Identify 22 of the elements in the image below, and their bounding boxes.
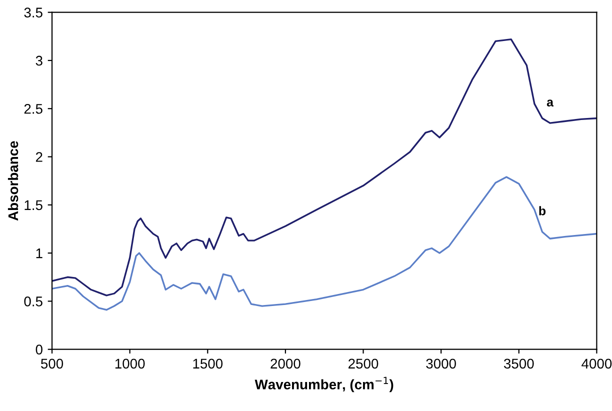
- x-tick-label: 3500: [504, 358, 534, 369]
- y-tick-label: 0: [36, 344, 42, 355]
- y-tick-label: 0.5: [24, 296, 42, 306]
- y-tick-label: 2: [36, 152, 42, 162]
- series-label: a: [546, 100, 554, 107]
- x-tick-label: 500: [40, 358, 64, 369]
- y-tick-label: 2.5: [24, 104, 42, 114]
- x-tick-label: 1000: [115, 358, 145, 369]
- line-series: [52, 176, 597, 311]
- y-tick-label: 1.5: [24, 200, 42, 210]
- x-tick-label: 1500: [193, 358, 223, 369]
- x-tick-label: 3000: [426, 358, 456, 369]
- y-tick-label: 1: [36, 248, 42, 258]
- x-tick-label: 4000: [582, 358, 612, 369]
- line-series: [52, 38, 597, 296]
- y-tick-label: 3.5: [24, 8, 42, 18]
- x-axis-title: Wavenumber, (cm$^{−1}$): [254, 376, 394, 392]
- x-tick-label: 2000: [270, 358, 300, 369]
- y-tick-label: 3: [36, 56, 42, 66]
- x-tick-label: 2500: [348, 358, 378, 369]
- series-label: b: [539, 206, 546, 216]
- y-axis-title: Absorbance: [8, 141, 18, 221]
